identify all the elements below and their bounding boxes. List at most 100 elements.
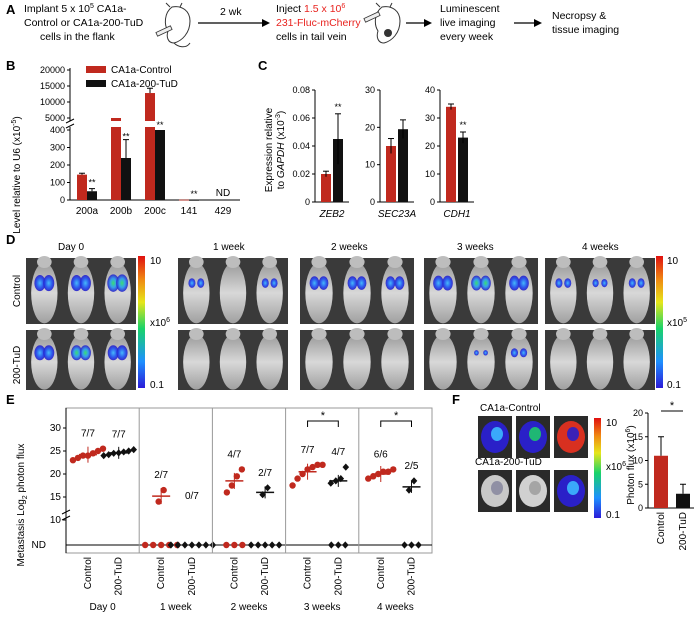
panel-c-chart: Expression relative to GAPDH (x10-3) 0.0… bbox=[264, 85, 474, 220]
d-mouse-head bbox=[262, 328, 277, 340]
svg-text:Implant 5 x 105 CA1a-: Implant 5 x 105 CA1a- bbox=[24, 3, 127, 15]
svg-text:x105: x105 bbox=[667, 317, 687, 329]
d-mouse-head bbox=[262, 256, 277, 268]
panel-b-chart: Level relative to U6 (x10-5) 20000 15000 1… bbox=[11, 65, 240, 234]
b-bar bbox=[111, 127, 121, 200]
d-mouse bbox=[67, 262, 95, 324]
e-point-control bbox=[69, 457, 77, 464]
e-point-control bbox=[233, 473, 241, 480]
b-bar bbox=[145, 93, 155, 121]
svg-text:Inject 1.5 x 106: Inject 1.5 x 106 bbox=[276, 3, 345, 15]
e-point-control-nd bbox=[157, 541, 165, 549]
panel-d-letter: D bbox=[6, 232, 15, 247]
fcb-mid: x10 bbox=[606, 462, 623, 473]
d-lung-signal bbox=[270, 278, 278, 288]
e-point-tud-nd bbox=[188, 541, 196, 549]
e-point-control bbox=[223, 489, 231, 496]
panel-a-step1: Implant 5 x 105 CA1a- Control or CA1a-20… bbox=[24, 3, 144, 43]
d-mouse-head bbox=[629, 328, 645, 340]
d-tp-2wk: 2 weeks bbox=[331, 242, 368, 253]
b-sig-label: ** bbox=[156, 120, 164, 130]
e-week-label: 4 weeks bbox=[377, 602, 414, 613]
c-plot-area: 0.080.060.040.020**ZEB23020100SEC23A4030… bbox=[292, 85, 474, 220]
f-ytick-label: 20 bbox=[633, 408, 643, 418]
d-lung-signal bbox=[34, 274, 46, 292]
c-ytick-label: 10 bbox=[365, 160, 375, 170]
panel-a-letter: A bbox=[6, 2, 16, 17]
c-ytick-label: 20 bbox=[425, 141, 435, 151]
d-lung-signal bbox=[433, 275, 444, 291]
b-bar bbox=[155, 130, 165, 200]
d-mouse bbox=[256, 262, 283, 324]
e-point-control bbox=[289, 482, 296, 489]
e-ytick-label: 30 bbox=[50, 423, 62, 434]
arrow-3 bbox=[514, 19, 542, 27]
d-lung-signal bbox=[601, 278, 608, 288]
d-mouse-head bbox=[629, 256, 645, 268]
f-bar bbox=[654, 455, 668, 508]
b-xtick-label: 200a bbox=[76, 206, 99, 217]
d-mouse-head bbox=[435, 328, 451, 340]
svg-text:Photon flux (x106): Photon flux (x106) bbox=[625, 425, 637, 505]
d-mouse bbox=[505, 334, 533, 390]
d-mouse bbox=[67, 334, 95, 390]
b-bar bbox=[77, 174, 87, 200]
f-plot-area: 20 15 10 5 0 Control 200-TuD * bbox=[633, 400, 694, 551]
e-sig-label: * bbox=[394, 410, 399, 422]
b-ylabel: Level relative to U6 (x10 bbox=[12, 125, 23, 233]
arrow-2 bbox=[406, 19, 432, 27]
d-mouse-head bbox=[556, 328, 571, 340]
c-bar bbox=[321, 174, 331, 202]
d-lung-signal bbox=[43, 345, 55, 361]
e-point-tud bbox=[337, 475, 345, 483]
d-mouse-head bbox=[511, 256, 527, 268]
e-point-tud bbox=[100, 452, 108, 460]
step1-line2: Control or CA1a-200-TuD bbox=[24, 17, 144, 29]
e-x-label: 200-TuD bbox=[114, 557, 125, 596]
c-gene-label: SEC23A bbox=[378, 209, 417, 220]
cb2-max: 10 bbox=[667, 256, 679, 267]
svg-text:x106: x106 bbox=[606, 461, 626, 473]
e-week-label: 2 weeks bbox=[231, 602, 268, 613]
e-point-tud-nd bbox=[342, 541, 349, 549]
b-sig-label: ** bbox=[122, 132, 130, 142]
e-plot-area: 30 25 20 15 10 ND Day 0 Control 200-TuD 7/7 7/7 1 w… bbox=[32, 407, 433, 613]
c-ytick-label: 0 bbox=[430, 197, 435, 207]
b-sig-label: ** bbox=[88, 178, 96, 188]
e-point-control bbox=[94, 447, 102, 455]
d-colorbar-1: 10 x106 0.1 bbox=[138, 256, 170, 391]
b-bar bbox=[145, 127, 155, 200]
svg-text:Level relative to U6 (x10-5): Level relative to U6 (x10-5) bbox=[11, 116, 23, 233]
step2-line2: 231-Fluc-mCherry bbox=[276, 17, 361, 29]
d-mouse bbox=[550, 262, 577, 324]
d-tp-day0: Day 0 bbox=[58, 242, 85, 253]
c-ytick-label: 10 bbox=[425, 169, 435, 179]
f-label-tud: CA1a-200-TuD bbox=[475, 457, 542, 468]
svg-text:x106: x106 bbox=[150, 317, 170, 329]
c-bar bbox=[386, 146, 396, 202]
e-point-tud bbox=[120, 448, 128, 456]
b-xtick-label: 200c bbox=[144, 206, 166, 217]
d-mouse-head bbox=[110, 256, 125, 268]
d-mouse-head bbox=[349, 328, 365, 340]
e-n-tud: 2/5 bbox=[405, 461, 419, 472]
d-lung-signal bbox=[510, 348, 519, 358]
step1-text: Implant 5 x 10 bbox=[24, 3, 90, 15]
d-mouse bbox=[586, 334, 614, 390]
d-lung-signal bbox=[43, 274, 55, 292]
d-mouse-head bbox=[311, 256, 327, 268]
b-nd-label: ND bbox=[216, 188, 230, 199]
f-x-label: Control bbox=[656, 512, 667, 544]
d-lung-signal bbox=[71, 345, 83, 361]
d-mouse-head bbox=[225, 256, 241, 268]
panel-a-step3: Luminescent live imaging every week bbox=[440, 3, 500, 43]
d-row-label-tud: 200-TuD bbox=[12, 346, 23, 385]
e-point-tud-nd bbox=[261, 541, 269, 549]
e-ytick-label: 15 bbox=[50, 492, 62, 503]
e-x-label: Control bbox=[156, 557, 167, 589]
d-mouse bbox=[381, 334, 409, 390]
e-point-control bbox=[294, 475, 301, 482]
d-lung-signal bbox=[519, 348, 528, 358]
e-n-tud: 0/7 bbox=[185, 491, 199, 502]
e-x-label: 200-TuD bbox=[407, 557, 418, 596]
